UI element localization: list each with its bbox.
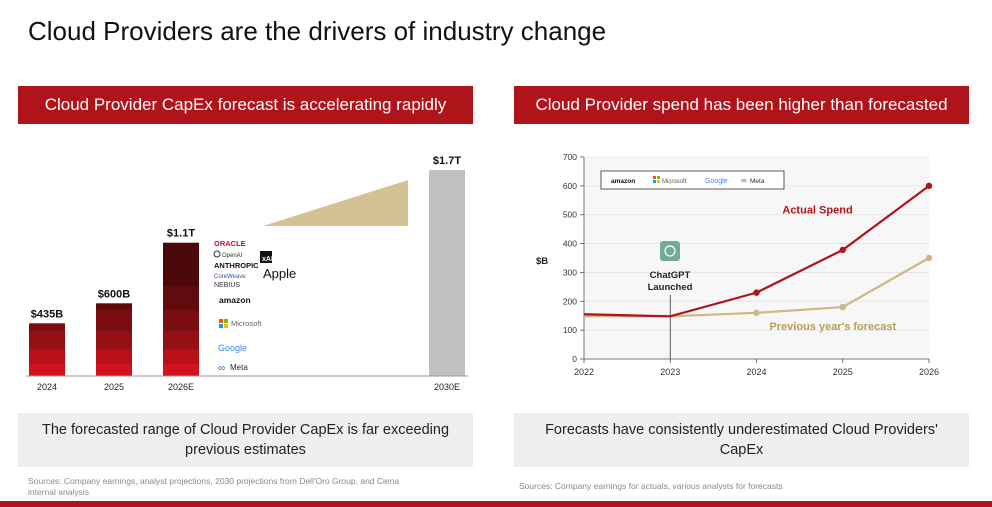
- y-tick-label: 200: [563, 296, 577, 306]
- amazon-logo: amazon: [219, 295, 251, 305]
- legend-microsoft-icon: [653, 176, 660, 183]
- y-tick-label: 700: [563, 152, 577, 162]
- series-label: Actual Spend: [782, 204, 852, 216]
- capex-bar-chart: $435B 2024 $600B 2025 $1.1T 2026E $1.7T 2030E O…: [26, 155, 468, 392]
- plot-area: [584, 157, 929, 359]
- series-point: [753, 289, 760, 296]
- bar-segment: [163, 364, 199, 376]
- series-point: [753, 309, 760, 317]
- bar-value-label: $435B: [31, 308, 63, 320]
- svg-text:xAI: xAI: [262, 256, 273, 263]
- bar-segment: [163, 286, 199, 310]
- series-point: [839, 303, 846, 311]
- footer-accent-bar: [0, 501, 992, 507]
- acceleration-wedge: [263, 180, 408, 226]
- chatgpt-label-line2: Launched: [648, 282, 693, 293]
- bar-value-label: $1.1T: [167, 228, 195, 240]
- spend-line-chart: 0 100 200 300 400 500 600 700 2022 2023 2024 2025 20…: [536, 152, 939, 377]
- microsoft-icon: [219, 319, 228, 328]
- y-tick-label: 100: [563, 325, 577, 335]
- bar-segment: [29, 364, 65, 376]
- bar-segment: [29, 323, 65, 331]
- openai-icon: [213, 250, 221, 258]
- bar-segment: [163, 331, 199, 349]
- meta-logo: Meta: [230, 363, 248, 372]
- coreweave-logo: CoreWeave: [214, 274, 246, 280]
- bar-segment: [163, 310, 199, 331]
- series-point: [925, 254, 933, 262]
- legend-meta-icon: ∞: [741, 176, 747, 185]
- x-tick-label: 2024: [746, 367, 766, 377]
- bar-segment: [96, 310, 132, 331]
- xai-icon: [260, 251, 272, 263]
- y-tick-label: 0: [572, 354, 577, 364]
- left-source: Sources: Company earnings, analyst proje…: [28, 476, 400, 497]
- right-banner: Cloud Provider spend has been higher tha…: [514, 86, 969, 124]
- logo-cluster: ORACLE OpenAI xAI ANTHROPIC CoreWeave Ap…: [213, 239, 296, 374]
- bar-segment: [163, 242, 199, 259]
- bar-segment: [163, 349, 199, 364]
- x-tick-label: 2022: [574, 367, 594, 377]
- left-caption: The forecasted range of Cloud Provider C…: [18, 413, 473, 467]
- bar-value-label: $1.7T: [433, 155, 461, 167]
- legend-microsoft: Microsoft: [662, 179, 687, 185]
- bar-segment: [96, 331, 132, 349]
- right-source: Sources: Company earnings for actuals, v…: [519, 481, 783, 491]
- right-caption: Forecasts have consistently underestimat…: [514, 413, 969, 467]
- chart-legend: amazon Microsoft Google ∞ Meta: [600, 170, 785, 190]
- legend-amazon: amazon: [611, 178, 635, 185]
- bar-category-label: 2024: [37, 382, 57, 392]
- x-tick-label: 2025: [833, 367, 853, 377]
- oracle-logo: ORACLE: [214, 239, 246, 248]
- left-caption-text: The forecasted range of Cloud Provider C…: [41, 422, 450, 458]
- x-tick-label: 2026: [919, 367, 939, 377]
- legend-meta: Meta: [750, 178, 765, 185]
- chatgpt-label-line1: ChatGPT: [650, 270, 691, 281]
- chatgpt-icon: [660, 241, 680, 261]
- anthropic-logo: ANTHROPIC: [214, 261, 259, 270]
- meta-icon: ∞: [218, 363, 225, 374]
- chatgpt-annotation: ChatGPT Launched: [648, 241, 693, 293]
- y-axis-label: $B: [536, 256, 548, 267]
- y-tick-label: 600: [563, 181, 577, 191]
- y-tick-label: 500: [563, 210, 577, 220]
- bar-segment: [163, 259, 199, 286]
- left-banner: Cloud Provider CapEx forecast is acceler…: [18, 86, 473, 124]
- series-point: [839, 246, 846, 254]
- x-tick-label: 2023: [660, 367, 680, 377]
- page-title: Cloud Providers are the drivers of indus…: [28, 16, 607, 46]
- bar-value-label: $600B: [98, 288, 130, 300]
- bar-segment: [96, 349, 132, 364]
- bar-segment: [29, 349, 65, 364]
- google-logo: Google: [218, 343, 247, 353]
- bar-2030e: [429, 170, 465, 376]
- bar-segment: [96, 303, 132, 310]
- bar-category-label: 2030E: [434, 382, 460, 392]
- y-tick-label: 400: [563, 239, 577, 249]
- bar-segment: [29, 331, 65, 349]
- legend-google: Google: [705, 178, 728, 185]
- bar-category-label: 2026E: [168, 382, 194, 392]
- series-label: Previous year's forecast: [769, 321, 896, 333]
- right-caption-text: Forecasts have consistently underestimat…: [545, 422, 938, 458]
- bar-segment: [96, 364, 132, 376]
- openai-logo: OpenAI: [222, 253, 243, 259]
- bar-category-label: 2025: [104, 382, 124, 392]
- microsoft-logo: Microsoft: [231, 319, 262, 328]
- apple-icon: Apple: [263, 266, 296, 281]
- y-tick-label: 300: [563, 267, 577, 277]
- nebius-logo: NEBIUS: [214, 282, 240, 289]
- series-point: [925, 182, 933, 190]
